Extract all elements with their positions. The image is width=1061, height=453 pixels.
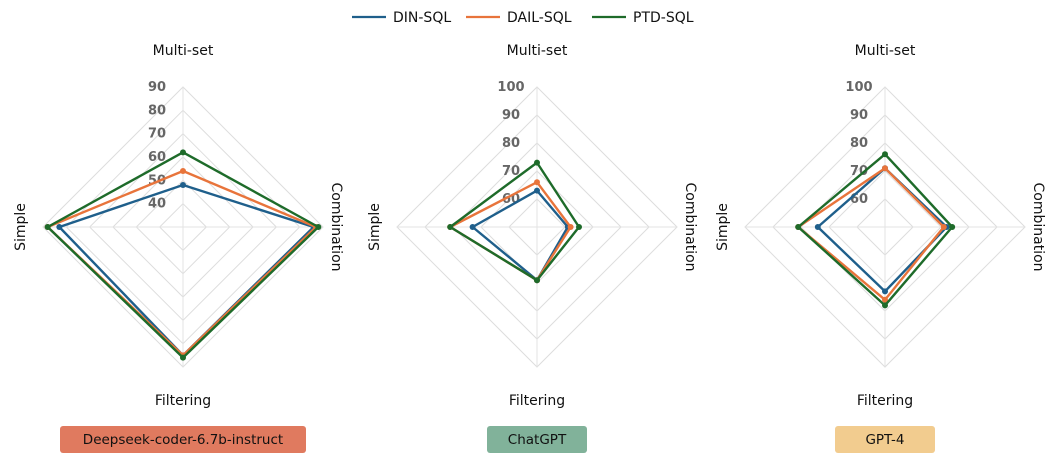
radar-chart-2: 60708090100Multi-setCombinationFiltering… <box>367 43 698 453</box>
tick-label: 80 <box>850 136 868 151</box>
data-point-ptd-sql <box>44 224 51 230</box>
data-point-ptd-sql <box>882 151 888 158</box>
tick-label: 100 <box>845 80 872 95</box>
data-point-din-sql <box>180 182 186 188</box>
chart-title-badge: Deepseek-coder-6.7b-instruct <box>60 426 306 453</box>
data-point-ptd-sql <box>180 354 186 361</box>
legend-item-dail-sql: DAIL-SQL <box>466 10 572 26</box>
tick-label: 90 <box>850 108 868 123</box>
data-point-dail-sql <box>567 224 574 230</box>
axis-label-simple: Simple <box>715 203 731 251</box>
data-point-dail-sql <box>180 168 186 174</box>
tick-label: 100 <box>497 80 524 95</box>
data-point-din-sql <box>534 187 540 194</box>
axis-label-multi-set: Multi-set <box>153 43 214 59</box>
radar-chart-1: 405060708090Multi-setCombinationFilterin… <box>13 43 344 453</box>
data-point-dail-sql <box>882 296 888 303</box>
data-point-ptd-sql <box>795 224 802 230</box>
data-point-ptd-sql <box>447 224 454 230</box>
tick-label: 70 <box>850 164 868 179</box>
axis-label-combination: Combination <box>1030 182 1046 271</box>
data-point-ptd-sql <box>534 277 540 284</box>
badge-background <box>60 426 306 453</box>
badge-background <box>487 426 587 453</box>
chart-title-badge: ChatGPT <box>487 426 587 453</box>
tick-label: 60 <box>850 192 868 207</box>
series-line-din-sql <box>816 166 948 293</box>
data-point-din-sql <box>814 224 821 230</box>
tick-label: 70 <box>502 164 520 179</box>
legend-label: DAIL-SQL <box>507 10 572 26</box>
radar-charts: 405060708090Multi-setCombinationFilterin… <box>13 43 1046 453</box>
data-point-ptd-sql <box>882 302 888 309</box>
tick-label: 80 <box>148 103 166 118</box>
legend-label: PTD-SQL <box>633 10 694 26</box>
data-point-ptd-sql <box>949 224 956 230</box>
tick-label: 90 <box>502 108 520 123</box>
axis-label-filtering: Filtering <box>509 393 565 409</box>
tick-label: 80 <box>502 136 520 151</box>
legend-item-din-sql: DIN-SQL <box>352 10 451 26</box>
chart-title: ChatGPT <box>508 432 567 448</box>
data-point-ptd-sql <box>180 149 186 156</box>
axis-label-combination: Combination <box>328 182 344 271</box>
axis-label-multi-set: Multi-set <box>507 43 568 59</box>
data-point-ptd-sql <box>576 224 582 230</box>
axis-label-multi-set: Multi-set <box>855 43 916 59</box>
axis-label-filtering: Filtering <box>155 393 211 409</box>
axis-label-simple: Simple <box>367 203 383 251</box>
legend-label: DIN-SQL <box>393 10 451 26</box>
badge-background <box>835 426 935 453</box>
tick-label: 90 <box>148 80 166 95</box>
data-point-din-sql <box>882 288 888 295</box>
data-point-ptd-sql <box>534 159 540 166</box>
data-point-din-sql <box>56 224 63 230</box>
legend-item-ptd-sql: PTD-SQL <box>592 10 694 26</box>
data-point-dail-sql <box>534 179 540 186</box>
tick-label: 40 <box>148 197 166 212</box>
tick-label: 60 <box>148 150 166 165</box>
chart-title-badge: GPT-4 <box>835 426 935 453</box>
data-point-din-sql <box>469 224 476 230</box>
chart-title: Deepseek-coder-6.7b-instruct <box>83 432 283 448</box>
chart-title: GPT-4 <box>865 432 904 448</box>
axis-label-filtering: Filtering <box>857 393 913 409</box>
series-line-dail-sql <box>449 180 572 282</box>
data-point-dail-sql <box>940 224 947 230</box>
data-point-dail-sql <box>882 165 888 172</box>
radar-chart-3: 60 70 80 90 100 Multi-set Combination Filtering… <box>715 43 1046 453</box>
data-point-ptd-sql <box>315 224 322 230</box>
axis-label-simple: Simple <box>13 203 29 251</box>
tick-label: 70 <box>148 127 166 142</box>
axis-label-combination: Combination <box>682 182 698 271</box>
series-line-dail-sql <box>797 166 945 301</box>
legend: DIN-SQL DAIL-SQL PTD-SQL <box>352 10 694 26</box>
